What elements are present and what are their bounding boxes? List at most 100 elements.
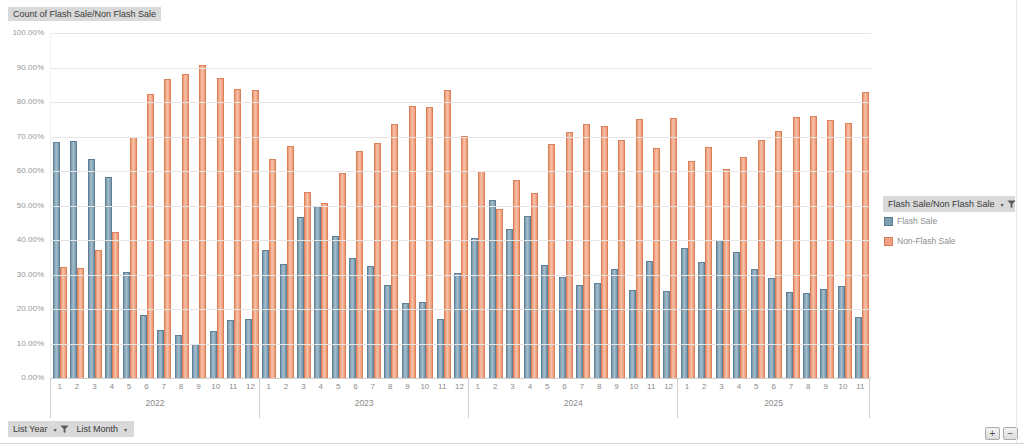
month-tick-label: 8 [800, 378, 817, 395]
bar-flash-sale [803, 293, 810, 378]
bar-non-flash-sale [77, 268, 84, 378]
bar-non-flash-sale [339, 173, 346, 378]
month-tick-label: 3 [86, 378, 103, 395]
dropdown-caret-icon: ▾ [54, 426, 57, 433]
legend-label: Flash Sale [897, 216, 937, 226]
month-tick-label: 4 [730, 378, 747, 395]
bar-flash-sale [140, 315, 147, 378]
bar-flash-sale [70, 141, 77, 378]
legend-item-non-flash-sale: Non-Flash Sale [884, 236, 956, 246]
month-tick-label: 11 [434, 378, 451, 395]
month-tick-label: 1 [469, 378, 486, 395]
bar-non-flash-sale [112, 232, 119, 378]
bar-flash-sale [210, 331, 217, 378]
legend-item-flash-sale: Flash Sale [884, 216, 937, 226]
bar-flash-sale [332, 236, 339, 378]
filter-funnel-icon [60, 425, 69, 434]
bar-non-flash-sale [793, 117, 800, 378]
legend-field-button[interactable]: Flash Sale/Non Flash Sale ▾ [883, 196, 1015, 212]
bar-non-flash-sale [775, 131, 782, 378]
bar-flash-sale [245, 319, 252, 378]
month-labels-row: 1234567891011 [678, 378, 869, 395]
month-tick-label: 2 [487, 378, 504, 395]
month-tick-label: 7 [573, 378, 590, 395]
month-tick-label: 8 [172, 378, 189, 395]
bar-non-flash-sale [827, 120, 834, 378]
bar-non-flash-sale [95, 250, 102, 378]
bar-non-flash-sale [688, 161, 695, 378]
legend-swatch-flash-sale-icon [884, 217, 893, 226]
bar-flash-sale [506, 229, 513, 378]
year-tick-label: 2022 [51, 395, 259, 415]
bar-flash-sale [751, 269, 758, 378]
y-tick-label: 80.00% [0, 97, 44, 106]
bar-flash-sale [105, 177, 112, 378]
list-year-field-button[interactable]: List Year ▾ [13, 424, 69, 434]
bar-non-flash-sale [810, 116, 817, 378]
bar-flash-sale [733, 252, 740, 378]
bar-flash-sale [646, 261, 653, 378]
bar-non-flash-sale [391, 124, 398, 378]
bar-non-flash-sale [444, 90, 451, 378]
axis-year-cell: 12345678910112025 [677, 378, 870, 418]
bar-flash-sale [820, 289, 827, 378]
bar-non-flash-sale [409, 106, 416, 378]
y-tick-label: 100.00% [0, 28, 44, 37]
bar-non-flash-sale [670, 118, 677, 378]
y-tick-label: 10.00% [0, 339, 44, 348]
month-tick-label: 5 [329, 378, 346, 395]
y-tick-label: 60.00% [0, 166, 44, 175]
bar-flash-sale [838, 286, 845, 378]
gridline [51, 68, 871, 69]
gridline [51, 344, 871, 345]
dropdown-caret-icon: ▾ [124, 426, 127, 433]
bar-flash-sale [437, 319, 444, 378]
bar-non-flash-sale [566, 132, 573, 378]
legend-swatch-non-flash-sale-icon [884, 237, 893, 246]
month-tick-label: 10 [207, 378, 224, 395]
year-tick-label: 2024 [469, 395, 677, 415]
gridline [51, 275, 871, 276]
y-tick-label: 40.00% [0, 235, 44, 244]
month-tick-label: 8 [381, 378, 398, 395]
plot-area [50, 33, 871, 378]
gridline [51, 102, 871, 103]
month-tick-label: 10 [625, 378, 642, 395]
month-tick-label: 7 [782, 378, 799, 395]
gridline [51, 33, 871, 34]
month-tick-label: 2 [277, 378, 294, 395]
chart-right-border [1016, 0, 1017, 443]
bar-flash-sale [681, 248, 688, 378]
bar-flash-sale [611, 269, 618, 378]
bar-non-flash-sale [426, 107, 433, 378]
bar-flash-sale [541, 265, 548, 378]
month-tick-label: 2 [696, 378, 713, 395]
bar-non-flash-sale [758, 140, 765, 378]
bar-flash-sale [594, 283, 601, 378]
month-tick-label: 6 [765, 378, 782, 395]
bar-flash-sale [314, 206, 321, 378]
bar-non-flash-sale [740, 157, 747, 378]
month-tick-label: 10 [416, 378, 433, 395]
bar-non-flash-sale [60, 267, 67, 378]
month-tick-label: 12 [242, 378, 259, 395]
y-tick-label: 70.00% [0, 132, 44, 141]
expand-button[interactable]: + [985, 427, 1000, 440]
bar-flash-sale [402, 303, 409, 378]
month-tick-label: 8 [591, 378, 608, 395]
month-tick-label: 11 [852, 378, 869, 395]
list-month-field-button[interactable]: List Month ▾ [77, 424, 130, 434]
axis-year-cell: 1234567891011122022 [50, 378, 259, 418]
gridline [51, 240, 871, 241]
bar-non-flash-sale [513, 180, 520, 378]
month-tick-label: 3 [713, 378, 730, 395]
month-labels-row: 123456789101112 [260, 378, 468, 395]
bar-flash-sale [454, 273, 461, 378]
month-tick-label: 9 [190, 378, 207, 395]
bar-flash-sale [262, 250, 269, 378]
month-tick-label: 5 [120, 378, 137, 395]
month-tick-label: 12 [451, 378, 468, 395]
axis-field-buttons: List Year ▾ List Month ▾ [8, 421, 134, 437]
y-tick-label: 0.00% [0, 373, 44, 382]
axis-year-cell: 1234567891011122023 [259, 378, 468, 418]
